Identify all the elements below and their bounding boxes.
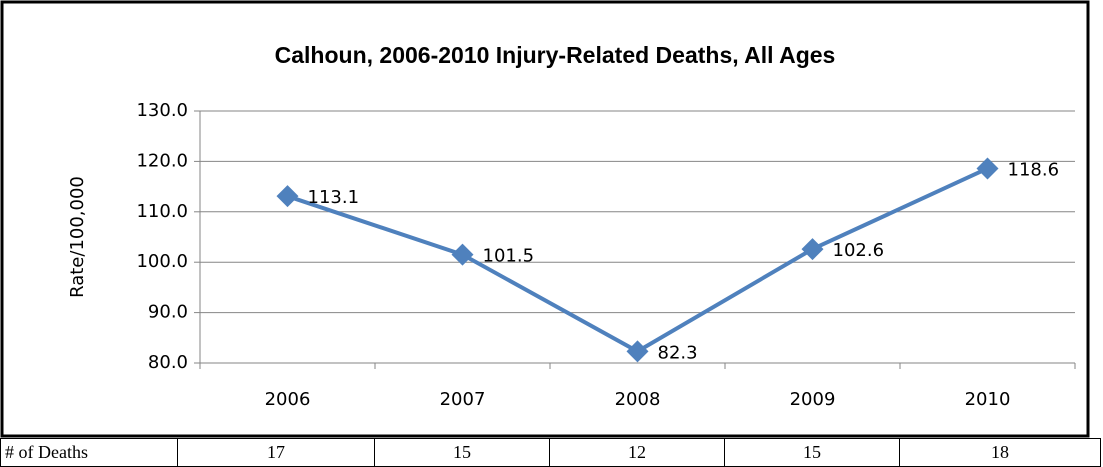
y-tick-label: 120.0 (136, 150, 188, 171)
table-cell: # of Deaths (0, 438, 178, 467)
y-axis-label: Rate/100,000 (67, 176, 88, 298)
table-cell: 15 (724, 438, 900, 467)
y-tick-label: 80.0 (148, 352, 188, 373)
x-tick-label: 2007 (440, 389, 486, 410)
table-cell: 17 (177, 438, 375, 467)
x-tick-label: 2010 (965, 389, 1011, 410)
deaths-table: # of Deaths 17 15 12 15 18 (0, 438, 1101, 467)
data-label: 113.1 (308, 187, 360, 208)
marker (451, 243, 474, 266)
y-tick-label: 100.0 (136, 251, 188, 272)
table-cell: 12 (549, 438, 725, 467)
x-tick-label: 2008 (615, 389, 661, 410)
data-label: 102.6 (833, 240, 885, 261)
chart: Calhoun, 2006-2010 Injury-Related Deaths… (0, 0, 1090, 438)
chart-frame (0, 0, 1090, 438)
y-tick-label: 90.0 (148, 302, 188, 323)
table-cell: 15 (374, 438, 550, 467)
table-cell: 18 (899, 438, 1101, 467)
x-tick-label: 2006 (265, 389, 311, 410)
table-row: # of Deaths 17 15 12 15 18 (0, 438, 1101, 467)
marker (276, 185, 299, 208)
y-tick-label: 110.0 (136, 201, 188, 222)
y-tick-label: 130.0 (136, 100, 188, 121)
data-label: 101.5 (483, 246, 535, 267)
data-label: 118.6 (1008, 159, 1060, 180)
marker (801, 238, 824, 261)
chart-title: Calhoun, 2006-2010 Injury-Related Deaths… (275, 42, 836, 68)
marker (626, 340, 649, 363)
marker (976, 157, 999, 180)
data-label: 82.3 (658, 342, 698, 363)
x-tick-label: 2009 (790, 389, 836, 410)
